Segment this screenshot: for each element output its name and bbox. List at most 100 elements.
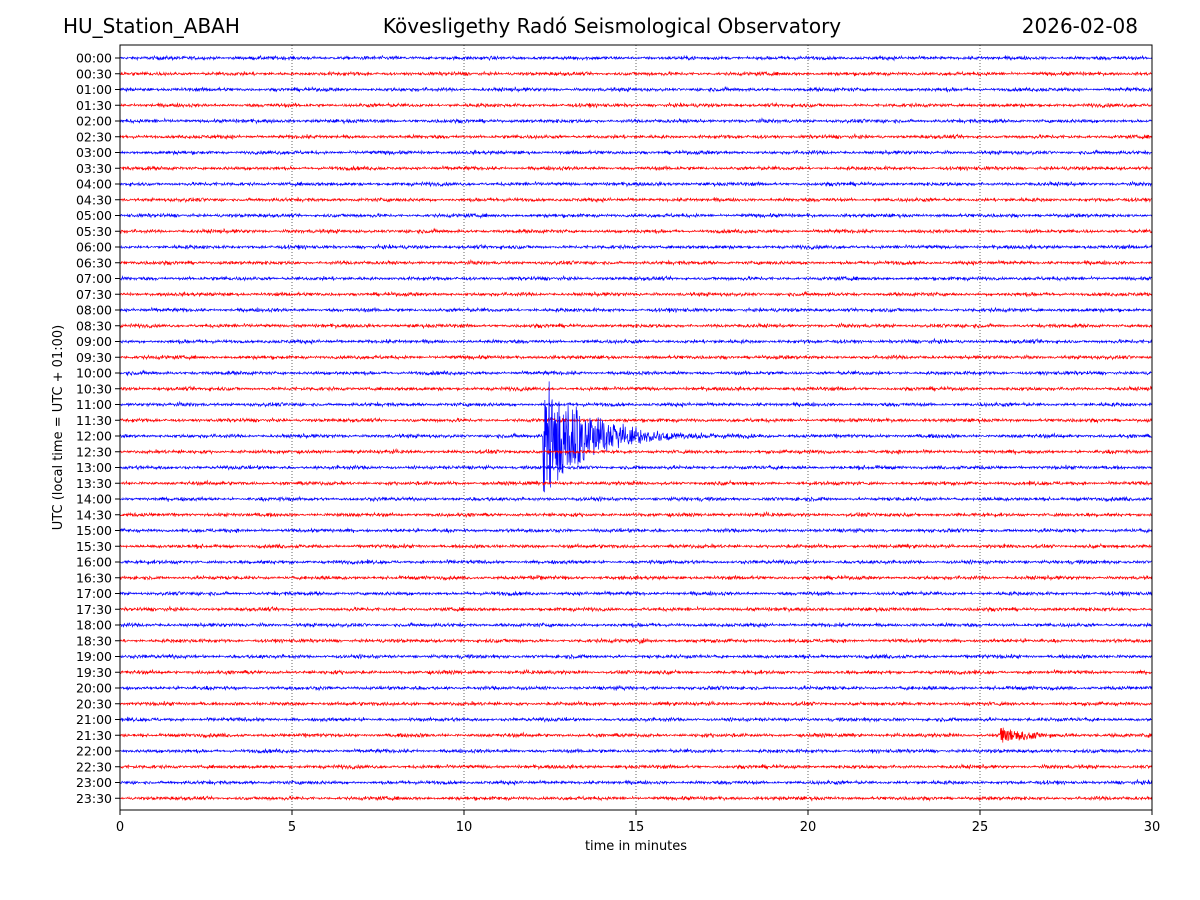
y-tick-label: 17:30 xyxy=(76,602,112,617)
y-tick-label: 05:00 xyxy=(76,208,112,223)
trace-07-30 xyxy=(119,290,1153,298)
y-axis-label: UTC (local time = UTC + 01:00) xyxy=(51,325,66,530)
x-tick-label: 20 xyxy=(800,820,817,835)
x-tick-label: 25 xyxy=(972,820,989,835)
y-tick-label: 21:00 xyxy=(76,712,112,727)
trace-20-00 xyxy=(119,684,1153,692)
trace-09-30 xyxy=(119,353,1153,361)
y-tick-label: 18:30 xyxy=(76,633,112,648)
trace-21-00 xyxy=(119,716,1153,723)
x-tick-label: 30 xyxy=(1144,820,1161,835)
y-tick-label: 11:30 xyxy=(76,413,112,428)
trace-02-30 xyxy=(119,133,1153,141)
trace-15-30 xyxy=(119,542,1153,550)
y-tick-label: 21:30 xyxy=(76,728,112,743)
y-tick-label: 13:00 xyxy=(76,460,112,475)
y-tick-label: 01:30 xyxy=(76,98,112,113)
y-tick-label: 18:00 xyxy=(76,618,112,633)
chart-date: 2026-02-08 xyxy=(1021,14,1138,38)
trace-07-00 xyxy=(119,275,1153,282)
y-tick-label: 16:00 xyxy=(76,555,112,570)
trace-09-00 xyxy=(119,337,1153,345)
trace-12-30 xyxy=(119,447,1153,456)
y-tick-label: 22:30 xyxy=(76,759,112,774)
y-tick-label: 03:00 xyxy=(76,145,112,160)
trace-18-30 xyxy=(119,637,1153,645)
y-tick-label: 20:30 xyxy=(76,696,112,711)
y-tick-label: 11:00 xyxy=(76,397,112,412)
y-tick-label: 19:30 xyxy=(76,665,112,680)
y-tick-label: 02:00 xyxy=(76,114,112,129)
y-tick-label: 09:00 xyxy=(76,334,112,349)
y-tick-label: 07:00 xyxy=(76,271,112,286)
trace-22-30 xyxy=(119,763,1153,771)
trace-08-00 xyxy=(119,306,1153,314)
y-tick-label: 05:30 xyxy=(76,224,112,239)
trace-12-00 xyxy=(119,381,1153,493)
trace-13-30 xyxy=(119,479,1153,487)
trace-10-30 xyxy=(119,385,1153,393)
trace-01-00 xyxy=(119,85,1153,93)
y-tick-label: 15:30 xyxy=(76,539,112,554)
trace-17-00 xyxy=(119,590,1153,597)
trace-01-30 xyxy=(119,101,1152,109)
trace-19-00 xyxy=(119,653,1153,660)
trace-11-30 xyxy=(119,416,1153,424)
trace-02-00 xyxy=(119,117,1153,125)
y-tick-label: 23:30 xyxy=(76,791,112,806)
station-name: HU_Station_ABAH xyxy=(63,14,240,38)
y-tick-label: 15:00 xyxy=(76,523,112,538)
trace-06-30 xyxy=(119,258,1153,267)
x-axis-ticks: 0 5 10 15 20 25 30 xyxy=(116,810,1160,835)
x-tick-label: 0 xyxy=(116,820,124,835)
y-tick-label: 00:30 xyxy=(76,66,112,81)
trace-21-30 xyxy=(119,727,1153,743)
trace-14-00 xyxy=(119,495,1153,503)
y-tick-label: 09:30 xyxy=(76,350,112,365)
y-tick-label: 01:00 xyxy=(76,82,112,97)
y-tick-label: 04:30 xyxy=(76,192,112,207)
y-tick-label: 22:00 xyxy=(76,744,112,759)
chart-title: Kövesligethy Radó Seismological Observat… xyxy=(382,14,842,38)
trace-06-00 xyxy=(119,243,1153,251)
trace-04-30 xyxy=(119,196,1153,204)
y-tick-label: 08:30 xyxy=(76,318,112,333)
y-tick-label: 10:00 xyxy=(76,366,112,381)
trace-16-00 xyxy=(119,558,1153,566)
y-tick-label: 03:30 xyxy=(76,161,112,176)
y-tick-label: 12:00 xyxy=(76,429,112,444)
trace-14-30 xyxy=(119,510,1153,519)
y-axis-ticks: 00:0000:3001:0001:3002:0002:3003:0003:30… xyxy=(76,51,120,806)
trace-05-30 xyxy=(119,227,1153,235)
trace-22-00 xyxy=(119,747,1153,755)
y-tick-label: 00:00 xyxy=(76,51,112,66)
y-tick-label: 19:00 xyxy=(76,649,112,664)
y-tick-label: 04:00 xyxy=(76,177,112,192)
trace-10-00 xyxy=(119,369,1153,377)
y-tick-label: 06:00 xyxy=(76,240,112,255)
trace-17-30 xyxy=(119,605,1153,613)
trace-03-30 xyxy=(119,164,1153,172)
trace-18-00 xyxy=(119,621,1153,629)
trace-08-30 xyxy=(119,322,1153,330)
trace-19-30 xyxy=(119,668,1153,676)
y-tick-label: 07:30 xyxy=(76,287,112,302)
trace-04-00 xyxy=(119,180,1153,188)
y-tick-label: 17:00 xyxy=(76,586,112,601)
x-tick-label: 10 xyxy=(456,820,473,835)
y-tick-label: 02:30 xyxy=(76,129,112,144)
trace-15-00 xyxy=(119,527,1153,534)
y-tick-label: 12:30 xyxy=(76,444,112,459)
y-tick-label: 20:00 xyxy=(76,681,112,696)
y-tick-label: 14:30 xyxy=(76,507,112,522)
trace-23-30 xyxy=(119,795,1153,802)
trace-20-30 xyxy=(119,700,1153,708)
y-tick-label: 14:00 xyxy=(76,492,112,507)
x-tick-label: 5 xyxy=(288,820,296,835)
trace-11-00 xyxy=(119,400,1153,408)
trace-00-00 xyxy=(119,54,1153,62)
x-axis-label: time in minutes xyxy=(585,839,687,854)
y-tick-label: 10:30 xyxy=(76,381,112,396)
trace-16-30 xyxy=(119,574,1153,582)
